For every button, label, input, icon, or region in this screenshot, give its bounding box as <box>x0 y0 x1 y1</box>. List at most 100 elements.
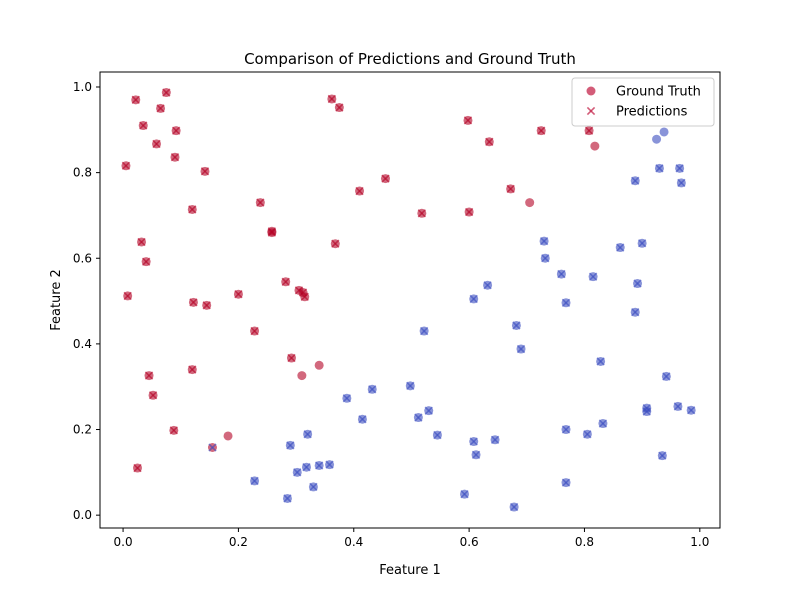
prediction-point <box>358 415 367 424</box>
prediction-point <box>675 164 684 173</box>
x-tick-label: 0.6 <box>460 535 479 549</box>
prediction-point <box>631 308 640 317</box>
prediction-point <box>139 121 148 130</box>
x-tick-label: 0.2 <box>229 535 248 549</box>
prediction-point <box>485 137 494 146</box>
prediction-point <box>302 463 311 472</box>
prediction-point <box>250 476 259 486</box>
prediction-point <box>509 502 519 512</box>
prediction-point <box>541 254 550 263</box>
prediction-point <box>286 441 295 450</box>
prediction-point <box>631 176 640 185</box>
prediction-point <box>637 239 647 248</box>
prediction-point <box>583 430 592 439</box>
prediction-point <box>596 357 605 366</box>
prediction-point <box>368 385 377 394</box>
prediction-point <box>381 174 390 183</box>
y-tick-label: 0.0 <box>73 508 92 522</box>
prediction-point <box>314 461 324 470</box>
prediction-point <box>293 468 302 477</box>
prediction-point <box>256 198 265 207</box>
prediction-point <box>162 88 171 97</box>
prediction-point <box>433 430 442 440</box>
prediction-point <box>355 186 364 196</box>
prediction-point <box>598 419 608 428</box>
prediction-point <box>234 290 243 299</box>
prediction-point <box>171 126 181 135</box>
prediction-point <box>300 292 309 301</box>
prediction-point <box>516 344 526 354</box>
prediction-point <box>539 236 549 246</box>
x-tick-label: 0.4 <box>344 535 363 549</box>
prediction-point <box>342 394 352 403</box>
plot-marks <box>121 88 696 512</box>
prediction-point <box>417 209 426 218</box>
prediction-point <box>483 281 492 290</box>
legend: Ground Truth Predictions <box>571 77 715 127</box>
prediction-point <box>189 298 198 307</box>
prediction-point <box>662 372 671 381</box>
legend-label: Ground Truth <box>616 85 701 100</box>
prediction-point <box>469 294 478 304</box>
prediction-point <box>309 482 318 492</box>
prediction-point <box>471 450 481 459</box>
prediction-point <box>200 167 210 176</box>
prediction-point <box>287 353 296 363</box>
prediction-point <box>673 402 683 411</box>
prediction-point <box>188 365 197 374</box>
ground-truth-point <box>590 141 600 151</box>
prediction-point <box>658 451 667 460</box>
prediction-point <box>588 272 598 281</box>
x-axis-label: Feature 1 <box>379 563 441 578</box>
ground-truth-point <box>314 360 324 370</box>
y-tick-label: 0.4 <box>73 337 92 351</box>
x-tick-label: 0.0 <box>114 535 133 549</box>
prediction-point <box>148 391 158 400</box>
prediction-point <box>327 94 337 104</box>
prediction-point <box>267 228 277 237</box>
prediction-point <box>490 435 500 444</box>
ground-truth-point <box>659 127 669 137</box>
prediction-point <box>121 161 131 170</box>
prediction-point <box>250 326 259 336</box>
prediction-point <box>188 205 197 214</box>
ground-truth-point <box>652 134 662 144</box>
prediction-point <box>460 490 469 499</box>
ground-truth-point <box>297 371 307 381</box>
prediction-point <box>642 407 651 416</box>
ground-truth-point <box>223 431 233 441</box>
prediction-point <box>419 326 429 336</box>
prediction-point <box>406 381 415 391</box>
legend-box <box>571 77 715 127</box>
ground-truth-point <box>525 198 535 208</box>
chart-title: Comparison of Predictions and Ground Tru… <box>244 50 576 68</box>
prediction-point <box>170 153 180 162</box>
prediction-point <box>156 104 165 113</box>
prediction-point <box>208 443 217 452</box>
plot-area-frame <box>99 71 721 529</box>
x-tick-label: 1.0 <box>690 535 709 549</box>
prediction-point <box>557 269 566 279</box>
prediction-point <box>123 291 132 301</box>
legend-circle-marker <box>586 86 596 96</box>
prediction-point <box>616 243 625 252</box>
prediction-point <box>169 426 178 435</box>
axis-ticks: 0.0 0.2 0.4 0.6 0.8 1.0 0.0 0.2 0.4 0.6 0.8 1.0 <box>73 80 709 549</box>
prediction-point <box>283 494 292 503</box>
prediction-point <box>561 425 571 434</box>
legend-x-marker <box>586 106 596 116</box>
prediction-point <box>686 406 696 415</box>
x-tick-label: 0.8 <box>575 535 594 549</box>
prediction-point <box>633 279 642 288</box>
prediction-point <box>424 406 433 415</box>
prediction-point <box>141 257 151 266</box>
prediction-point <box>677 178 686 188</box>
prediction-point <box>561 298 571 307</box>
prediction-point <box>202 301 211 310</box>
prediction-point <box>144 371 154 380</box>
prediction-point <box>335 103 344 112</box>
y-tick-label: 0.2 <box>73 423 92 437</box>
prediction-point <box>331 239 340 248</box>
